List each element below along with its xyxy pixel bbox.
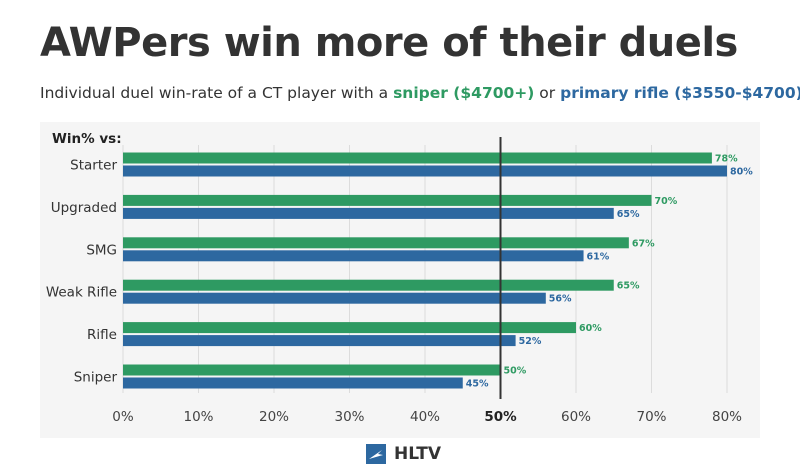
category-label: SMG — [86, 242, 117, 258]
bar-rifle — [123, 292, 546, 304]
hltv-logo-glyph — [369, 450, 383, 459]
data-label-sniper: 78% — [715, 154, 738, 165]
category-header: Win% vs: — [52, 131, 122, 147]
x-tick-label: 50% — [484, 409, 517, 425]
footer-logo: HLTV — [366, 444, 441, 464]
data-label-sniper: 50% — [504, 366, 527, 377]
category-label: Weak Rifle — [46, 285, 117, 301]
data-label-sniper: 67% — [632, 238, 655, 249]
data-label-sniper: 70% — [655, 196, 678, 207]
x-tick-label: 0% — [112, 409, 134, 425]
bar-rifle — [123, 335, 516, 347]
bar-sniper — [123, 237, 629, 249]
chart-subtitle: Individual duel win-rate of a CT player … — [40, 84, 800, 102]
x-tick-label: 70% — [636, 409, 666, 425]
bar-sniper — [123, 194, 652, 206]
data-label-rifle: 45% — [466, 379, 489, 390]
chart-title: AWPers win more of their duels — [40, 20, 738, 66]
subtitle-prefix: Individual duel win-rate of a CT player … — [40, 84, 394, 102]
bar-rifle — [123, 377, 463, 389]
data-label-sniper: 65% — [617, 281, 640, 292]
bar-sniper — [123, 322, 576, 334]
x-tick-label: 80% — [712, 409, 742, 425]
hltv-logo-text: HLTV — [394, 444, 441, 464]
x-tick-label: 10% — [183, 409, 213, 425]
category-label: Rifle — [87, 327, 117, 343]
subtitle-rifle-legend: primary rifle ($3550-$4700) — [560, 84, 800, 102]
bar-sniper — [123, 279, 614, 291]
x-tick-label: 30% — [334, 409, 364, 425]
data-label-rifle: 61% — [587, 251, 610, 262]
data-label-rifle: 52% — [519, 336, 542, 347]
data-label-rifle: 65% — [617, 209, 640, 220]
x-tick-label: 20% — [259, 409, 289, 425]
subtitle-sniper-legend: sniper ($4700+) — [393, 84, 535, 102]
bar-rifle — [123, 207, 614, 219]
category-label: Sniper — [74, 370, 118, 386]
category-label: Upgraded — [51, 200, 117, 216]
bar-rifle — [123, 250, 584, 262]
hltv-logo-icon — [366, 444, 386, 464]
data-label-rifle: 56% — [549, 294, 572, 305]
category-label: Starter — [70, 158, 117, 174]
data-label-rifle: 80% — [730, 167, 753, 178]
bar-rifle — [123, 165, 727, 177]
bar-sniper — [123, 152, 712, 164]
x-tick-label: 60% — [561, 409, 591, 425]
data-label-sniper: 60% — [579, 323, 602, 334]
bar-sniper — [123, 364, 501, 376]
x-tick-label: 40% — [410, 409, 440, 425]
subtitle-middle: or — [534, 84, 561, 102]
